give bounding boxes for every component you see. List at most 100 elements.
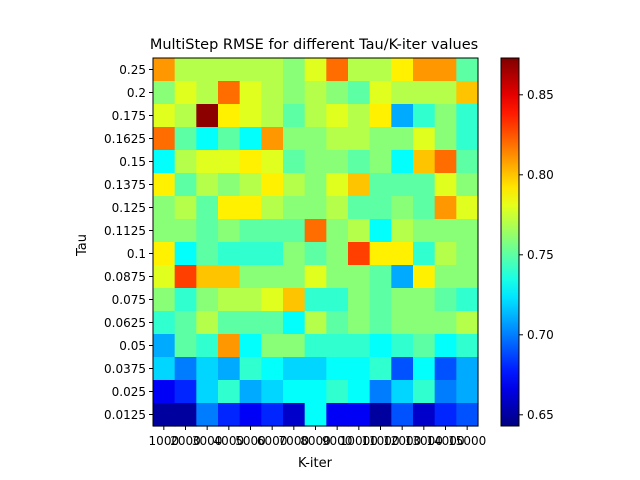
- heatmap-cell: [283, 81, 306, 105]
- heatmap-cell: [348, 58, 371, 82]
- heatmap-cell: [174, 311, 197, 335]
- heatmap-cell: [283, 265, 306, 289]
- heatmap-cell: [391, 357, 414, 381]
- heatmap-cell: [348, 219, 371, 243]
- heatmap-cell: [348, 357, 371, 381]
- heatmap-cell: [153, 127, 176, 151]
- heatmap-cell: [261, 357, 284, 381]
- heatmap-cell: [413, 196, 436, 220]
- heatmap-cell: [434, 104, 457, 128]
- heatmap-cell: [413, 104, 436, 128]
- heatmap-cell: [304, 403, 327, 427]
- heatmap-cell: [348, 242, 371, 266]
- heatmap-cell: [153, 311, 176, 335]
- heatmap-cell: [304, 127, 327, 151]
- heatmap-cell: [304, 288, 327, 312]
- heatmap-cell: [456, 311, 479, 335]
- heatmap-cell: [153, 357, 176, 381]
- heatmap-cell: [174, 265, 197, 289]
- heatmap-cell: [391, 173, 414, 197]
- heatmap-cell: [196, 173, 219, 197]
- heatmap-cell: [326, 104, 349, 128]
- heatmap-cell: [456, 173, 479, 197]
- x-tick-label: 5000: [235, 434, 266, 448]
- colorbar-gradient: [500, 57, 520, 427]
- heatmap-cell: [456, 403, 479, 427]
- heatmap-cell: [391, 334, 414, 358]
- y-tick-label: 0.175: [112, 109, 146, 123]
- heatmap-cell: [261, 311, 284, 335]
- heatmap-cell: [174, 150, 197, 174]
- heatmap-cell: [369, 288, 392, 312]
- heatmap-cell: [218, 173, 241, 197]
- heatmap-cell: [369, 334, 392, 358]
- heatmap-cell: [283, 219, 306, 243]
- heatmap-cell: [413, 265, 436, 289]
- heatmap-cell: [434, 58, 457, 82]
- y-tick-label: 0.0875: [104, 270, 146, 284]
- heatmap-cell: [369, 219, 392, 243]
- heatmap-cell: [153, 242, 176, 266]
- heatmap-cell: [196, 311, 219, 335]
- heatmap-cell: [239, 334, 262, 358]
- y-axis-ticks: 0.25 0.2 0.175 0.1625 0.15 0.1375 0.125 0.1125 0…: [104, 63, 153, 422]
- x-tick-label: 2000: [170, 434, 201, 448]
- heatmap-cell: [391, 104, 414, 128]
- heatmap-cell: [391, 150, 414, 174]
- heatmap-cell: [304, 58, 327, 82]
- y-axis-label: Tau: [75, 234, 90, 257]
- heatmap-cell: [153, 219, 176, 243]
- heatmap-cell: [326, 58, 349, 82]
- heatmap-cell: [304, 173, 327, 197]
- heatmap-cell: [413, 219, 436, 243]
- heatmap-cell: [413, 403, 436, 427]
- y-tick-label: 0.1: [127, 247, 146, 261]
- x-tick-label: 7000: [279, 434, 310, 448]
- heatmap-cell: [304, 357, 327, 381]
- y-tick-label: 0.025: [112, 385, 146, 399]
- colorbar: 0.65 0.70 0.75 0.80 0.85: [500, 57, 554, 427]
- heatmap-cell: [434, 334, 457, 358]
- heatmap-cell: [153, 334, 176, 358]
- heatmap-cell: [174, 81, 197, 105]
- heatmap-cell: [326, 81, 349, 105]
- heatmap-cell: [434, 265, 457, 289]
- heatmap-cell: [196, 81, 219, 105]
- heatmap-cell: [326, 127, 349, 151]
- heatmap-cell: [174, 219, 197, 243]
- heatmap-cell: [261, 380, 284, 404]
- heatmap-cell: [434, 196, 457, 220]
- heatmap-cell: [218, 150, 241, 174]
- heatmap-cell: [348, 196, 371, 220]
- heatmap-cell: [218, 196, 241, 220]
- heatmap-cell: [348, 380, 371, 404]
- heatmap-cell: [413, 81, 436, 105]
- heatmap-cell: [413, 242, 436, 266]
- heatmap-cell: [261, 127, 284, 151]
- heatmap-cell: [456, 127, 479, 151]
- heatmap-cell: [174, 173, 197, 197]
- heatmap-cell: [218, 403, 241, 427]
- heatmap-cell: [283, 58, 306, 82]
- heatmap-cell: [391, 127, 414, 151]
- x-axis-ticks: 1000200030004000500060007000800090001000…: [149, 426, 486, 448]
- heatmap-cell: [174, 403, 197, 427]
- x-tick-label: 11000: [361, 434, 399, 448]
- heatmap-cell: [456, 150, 479, 174]
- heatmap-cell: [239, 265, 262, 289]
- heatmap-cell: [239, 311, 262, 335]
- heatmap-cell: [326, 357, 349, 381]
- heatmap-cell: [218, 265, 241, 289]
- x-tick-label: 6000: [257, 434, 288, 448]
- heatmap-cell: [239, 173, 262, 197]
- heatmap-cell: [153, 104, 176, 128]
- heatmap-cell: [326, 150, 349, 174]
- heatmap-cell: [456, 58, 479, 82]
- heatmap-cell: [261, 242, 284, 266]
- heatmap-cell: [196, 357, 219, 381]
- y-tick-label: 0.15: [119, 155, 146, 169]
- heatmap-cell: [196, 288, 219, 312]
- heatmap-cell: [369, 196, 392, 220]
- heatmap-cell: [283, 403, 306, 427]
